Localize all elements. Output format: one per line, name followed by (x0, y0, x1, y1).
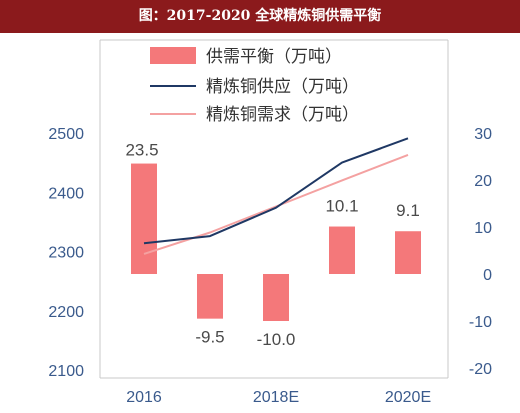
balance-bar-2020E (395, 231, 421, 274)
balance-bar-2016 (131, 163, 157, 274)
right-tick-4: 20 (474, 173, 492, 190)
data-label-2017E: -9.5 (195, 328, 224, 347)
legend-label-0: 供需平衡（万吨） (206, 47, 342, 67)
x-tick-4: 2020E (385, 389, 431, 406)
left-tick-1: 2200 (48, 304, 84, 321)
balance-bar-2017E (197, 274, 223, 319)
left-tick-3: 2400 (48, 185, 84, 202)
supply-line (143, 137, 409, 245)
chart-title: 图：2017-2020 全球精炼铜供需平衡 (0, 0, 520, 33)
data-label-2018E: -10.0 (257, 330, 296, 349)
x-tick-0: 2016 (126, 389, 162, 406)
right-tick-0: -20 (469, 361, 492, 378)
left-tick-4: 2500 (48, 126, 84, 143)
left-tick-0: 2100 (48, 363, 84, 380)
x-tick-2: 2018E (253, 389, 299, 406)
data-label-2019E: 10.1 (325, 197, 358, 216)
legend-swatch-balance (150, 47, 196, 64)
data-label-2020E: 9.1 (396, 201, 420, 220)
legend-label-2: 精炼铜需求（万吨） (206, 105, 359, 125)
balance-bar-2018E (263, 274, 289, 321)
right-tick-3: 10 (474, 220, 492, 237)
right-tick-2: 0 (483, 267, 492, 284)
right-tick-5: 30 (474, 126, 492, 143)
right-tick-1: -10 (469, 314, 492, 331)
legend-label-1: 精炼铜供应（万吨） (206, 77, 359, 97)
left-tick-2: 2300 (48, 245, 84, 262)
balance-bar-2019E (329, 226, 355, 274)
data-label-2016: 23.5 (125, 141, 158, 160)
